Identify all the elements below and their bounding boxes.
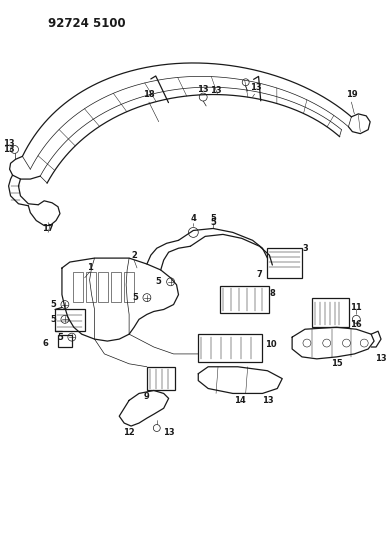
Text: 6: 6 — [42, 338, 48, 348]
Bar — [111, 272, 121, 302]
Text: 10: 10 — [265, 340, 276, 349]
Bar — [220, 286, 269, 313]
Text: 14: 14 — [234, 396, 246, 405]
Text: 92724 5100: 92724 5100 — [48, 17, 126, 30]
Bar — [58, 335, 72, 347]
Text: 5: 5 — [210, 214, 216, 223]
Text: 2: 2 — [131, 251, 137, 260]
Bar — [55, 310, 85, 331]
Text: 8: 8 — [269, 289, 275, 298]
Text: 4: 4 — [190, 214, 196, 223]
Text: 13: 13 — [210, 86, 222, 95]
Bar — [73, 272, 83, 302]
Text: 5: 5 — [57, 333, 63, 342]
Text: 1: 1 — [87, 263, 92, 272]
Text: 15: 15 — [331, 359, 342, 368]
Bar — [147, 367, 175, 391]
Bar — [267, 248, 302, 278]
Text: 11: 11 — [351, 303, 362, 312]
Text: 5: 5 — [132, 293, 138, 302]
Text: 13: 13 — [262, 396, 273, 405]
Text: 5: 5 — [50, 315, 56, 324]
Text: 13: 13 — [197, 85, 209, 94]
Bar — [198, 334, 262, 362]
Text: 18: 18 — [143, 90, 155, 99]
Text: 5: 5 — [50, 300, 56, 309]
Text: 5: 5 — [156, 277, 162, 286]
Text: 7: 7 — [257, 270, 262, 279]
Text: 13: 13 — [163, 429, 175, 438]
Text: 17: 17 — [42, 224, 54, 233]
Text: 5: 5 — [210, 218, 216, 227]
Text: 16: 16 — [351, 320, 362, 329]
Text: 19: 19 — [346, 90, 357, 99]
Bar — [124, 272, 134, 302]
Text: 3: 3 — [302, 244, 308, 253]
Text: 13: 13 — [375, 354, 387, 364]
Bar — [86, 272, 96, 302]
Text: 13: 13 — [3, 145, 14, 154]
Text: 13: 13 — [250, 83, 261, 92]
Bar — [312, 297, 349, 327]
Bar — [99, 272, 108, 302]
Text: 13: 13 — [3, 139, 14, 148]
Text: 9: 9 — [144, 392, 150, 401]
Text: 12: 12 — [123, 429, 135, 438]
